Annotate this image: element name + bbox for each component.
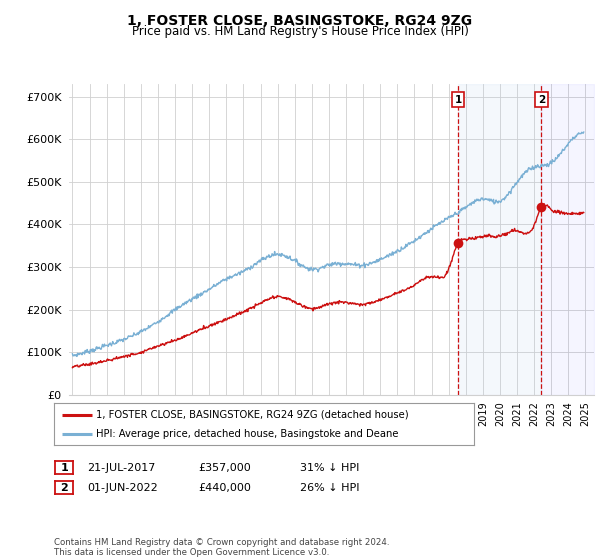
Text: 31% ↓ HPI: 31% ↓ HPI <box>300 463 359 473</box>
Text: £357,000: £357,000 <box>198 463 251 473</box>
Text: 2: 2 <box>538 95 545 105</box>
Text: 1, FOSTER CLOSE, BASINGSTOKE, RG24 9ZG: 1, FOSTER CLOSE, BASINGSTOKE, RG24 9ZG <box>127 14 473 28</box>
Text: Contains HM Land Registry data © Crown copyright and database right 2024.
This d: Contains HM Land Registry data © Crown c… <box>54 538 389 557</box>
Text: HPI: Average price, detached house, Basingstoke and Deane: HPI: Average price, detached house, Basi… <box>96 429 398 439</box>
Text: 01-JUN-2022: 01-JUN-2022 <box>87 483 158 493</box>
Bar <box>458 84 541 395</box>
Text: £440,000: £440,000 <box>198 483 251 493</box>
Text: 1, FOSTER CLOSE, BASINGSTOKE, RG24 9ZG (detached house): 1, FOSTER CLOSE, BASINGSTOKE, RG24 9ZG (… <box>96 409 409 419</box>
Text: 21-JUL-2017: 21-JUL-2017 <box>87 463 155 473</box>
Text: 26% ↓ HPI: 26% ↓ HPI <box>300 483 359 493</box>
Text: 1: 1 <box>61 463 68 473</box>
Text: 1: 1 <box>454 95 461 105</box>
Text: 2: 2 <box>61 483 68 493</box>
Text: Price paid vs. HM Land Registry's House Price Index (HPI): Price paid vs. HM Land Registry's House … <box>131 25 469 38</box>
